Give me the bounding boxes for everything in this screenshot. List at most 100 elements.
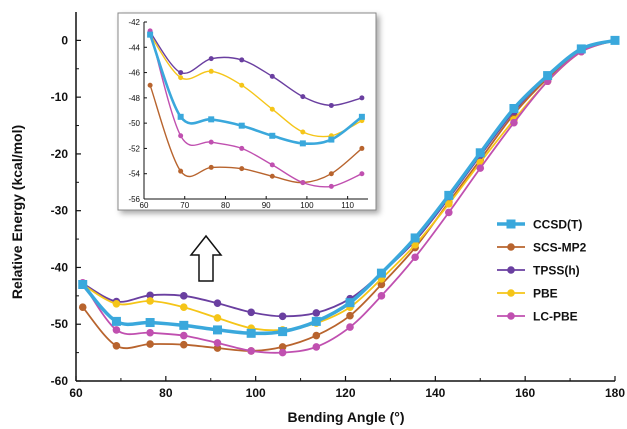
inset-data-point (208, 116, 215, 123)
legend-label: LC-PBE (533, 310, 578, 324)
data-point (377, 280, 386, 289)
data-point (509, 104, 519, 114)
inset-data-point (208, 56, 214, 62)
data-point (543, 71, 553, 81)
main-series (78, 35, 620, 357)
data-point (278, 343, 287, 351)
data-point (376, 268, 386, 278)
up-arrow-outline-icon (189, 234, 223, 282)
x-tick-label: 140 (425, 386, 445, 400)
data-point (180, 331, 188, 340)
legend-marker (507, 289, 515, 297)
data-point (411, 240, 419, 249)
inset-series (147, 28, 365, 189)
data-point (246, 328, 256, 338)
data-point (278, 312, 287, 321)
y-tick-label: -10 (51, 90, 69, 104)
y-tick-label: -20 (51, 147, 69, 161)
x-tick-label: 80 (159, 386, 173, 400)
x-tick-label: 160 (515, 386, 535, 400)
y-tick-label: -50 (51, 317, 69, 331)
y-tick-label: 0 (61, 33, 68, 47)
data-point (278, 327, 288, 337)
inset-data-point (147, 82, 153, 88)
inset-data-point (178, 75, 184, 81)
inset-data-point (269, 162, 275, 168)
data-point (213, 339, 222, 347)
legend-label: CCSD(T) (533, 218, 582, 232)
inset-data-point (269, 73, 275, 79)
legend-marker (507, 266, 515, 274)
inset-data-point (328, 171, 334, 177)
inset-panel: 60 70 80 90 100 110 -42 -44 -46 -48 -50 -52 -54 -56 (117, 12, 377, 211)
data-point (410, 233, 420, 243)
legend-label: SCS-MP2 (533, 241, 587, 255)
inset-data-point (269, 132, 276, 139)
inset-data-point (208, 139, 214, 145)
data-point (444, 190, 454, 200)
inset-data-point (178, 133, 184, 139)
data-point (212, 325, 222, 335)
inset-frame (117, 12, 377, 211)
data-point (312, 309, 321, 317)
inset-data-point (300, 129, 306, 135)
inset-data-point (147, 31, 154, 38)
data-point (345, 298, 355, 308)
main-tick-labels: 60 80 100 120 140 160 180 0 -10 -20 -30 -40 -50 -60 (51, 33, 626, 400)
inset-data-point (208, 164, 214, 170)
inset-data-point (177, 113, 184, 120)
data-point (180, 303, 188, 312)
y-tick-label: -60 (51, 374, 69, 388)
data-point (610, 35, 620, 45)
data-point (346, 311, 354, 320)
inset-y-tick-label: -54 (128, 170, 140, 179)
data-point (146, 328, 154, 337)
inset-y-tick-label: -50 (128, 119, 140, 128)
inset-data-point (300, 180, 306, 186)
data-point (311, 316, 321, 326)
data-point (213, 299, 222, 308)
inset-data-point (238, 122, 245, 129)
inset-data-point (239, 57, 245, 63)
inset-data-point (359, 95, 365, 101)
legend-label: PBE (533, 287, 558, 301)
inset-y-tick-label: -52 (128, 144, 140, 153)
inset-x-tick-label: 60 (140, 201, 149, 210)
data-point (146, 340, 154, 348)
x-tick-label: 120 (335, 386, 355, 400)
inset-y-tick-label: -46 (128, 69, 140, 78)
inset-x-tick-label: 100 (300, 201, 314, 210)
inset-y-tick-label: -42 (128, 18, 140, 27)
main-axes (75, 12, 616, 382)
data-point (78, 303, 87, 312)
data-point (146, 291, 154, 300)
x-axis-title: Bending Angle (°) (287, 409, 404, 425)
data-point (112, 326, 121, 334)
inset-y-tick-label: -44 (128, 43, 140, 52)
inset-data-point (328, 136, 335, 143)
data-point (247, 347, 255, 355)
y-tick-label: -30 (51, 204, 69, 218)
data-point (179, 320, 189, 330)
data-point (146, 297, 154, 305)
data-point (377, 292, 386, 300)
data-point (445, 200, 453, 208)
inset-data-point (299, 140, 306, 147)
inset-data-point (359, 145, 365, 151)
inset-data-point (269, 106, 275, 112)
inset-data-point (178, 70, 184, 76)
legend-marker (507, 243, 515, 251)
data-point (312, 331, 321, 340)
x-tick-label: 180 (605, 386, 625, 400)
inset-series-line (149, 34, 363, 138)
inset-x-tick-label: 90 (262, 201, 271, 210)
legend: CCSD(T) SCS-MP2 TPSS(h) PBE LC-PBE (497, 218, 587, 324)
inset-data-point (178, 168, 184, 174)
data-point (112, 342, 121, 350)
inset-data-point (328, 102, 334, 108)
inset-data-point (269, 173, 275, 179)
inset-data-point (239, 145, 245, 151)
data-point (145, 318, 155, 328)
data-point (112, 299, 121, 308)
